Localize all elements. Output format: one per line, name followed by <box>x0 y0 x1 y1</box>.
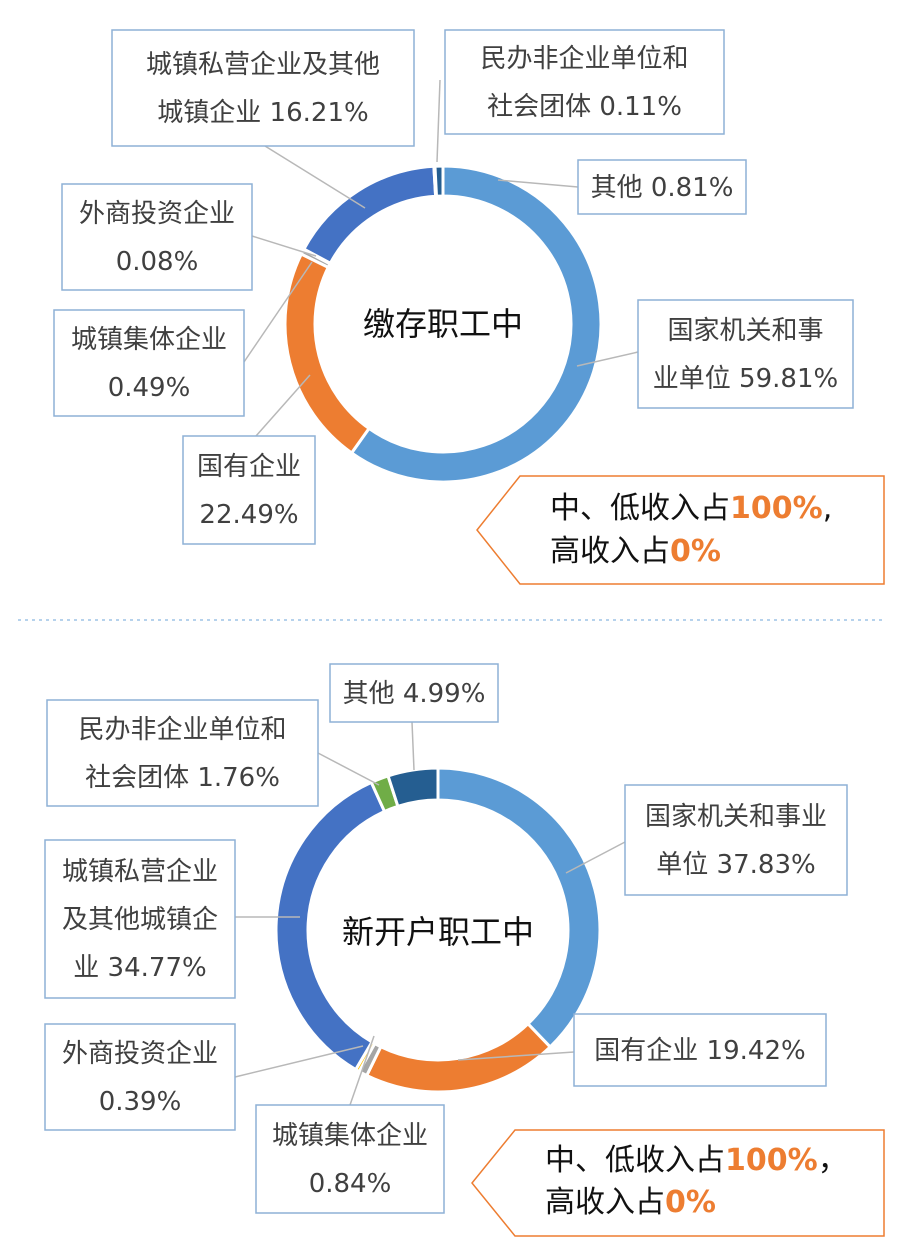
leader-line-1-1 <box>457 1051 575 1061</box>
slice-label: 0.39% <box>99 1087 182 1117</box>
slice-label-box-1-2 <box>255 1104 445 1214</box>
slice-label-box-0-1 <box>182 435 316 545</box>
slice-label: 城镇私营企业及其他 <box>146 50 380 80</box>
callout-value: 0% <box>670 534 721 569</box>
slice-label: 外商投资企业 <box>62 1039 218 1069</box>
callout-text: 中、低收入占 <box>550 491 730 526</box>
slice-label: 22.49% <box>199 500 298 530</box>
leader-line-0-0 <box>576 351 639 367</box>
leader-line-1-5 <box>317 752 380 786</box>
slice-label: 单位 37.83% <box>656 850 815 880</box>
callout-line1-1: 中、低收入占100%， <box>545 1143 848 1178</box>
slice-label-box-1-4 <box>44 839 236 999</box>
slice-label-box-0-6 <box>577 159 747 215</box>
slice-label: 城镇企业 16.21% <box>157 98 368 128</box>
donut-slice-0-6 <box>433 164 445 198</box>
slice-label: 民办非企业单位和 <box>78 715 286 745</box>
slice-label-box-0-0 <box>637 299 854 409</box>
leader-line-0-3 <box>251 235 317 257</box>
slice-label: 国有企业 <box>197 452 301 482</box>
callout-text: 高收入占 <box>550 534 670 569</box>
slice-label-box-1-1 <box>573 1013 827 1087</box>
slice-label: 其他 0.81% <box>591 173 734 203</box>
center-label-0: 缴存职工中 <box>363 305 523 343</box>
leader-line-1-2 <box>349 1035 375 1106</box>
donut-slice-1-1 <box>364 1021 553 1094</box>
slice-label: 业 34.77% <box>73 953 206 983</box>
callout-line2-0: 高收入占0% <box>550 534 721 569</box>
callout-line1-0: 中、低收入占100%, <box>550 491 832 526</box>
slice-label: 0.49% <box>108 373 191 403</box>
callout-line2-1: 高收入占0% <box>545 1185 716 1220</box>
leader-line-0-5 <box>436 79 441 163</box>
slice-label: 国有企业 19.42% <box>594 1036 805 1066</box>
leader-line-1-3 <box>234 1045 364 1078</box>
callout-value: 100% <box>725 1143 818 1178</box>
callout-text: 中、低收入占 <box>545 1143 725 1178</box>
slice-label: 城镇集体企业 <box>272 1121 428 1151</box>
donut-slice-0-4 <box>301 164 438 266</box>
donut-slice-1-6 <box>386 766 440 809</box>
leader-line-1-6 <box>411 721 415 771</box>
slice-label-box-0-3 <box>61 183 253 291</box>
slice-label: 国家机关和事业 <box>645 802 827 832</box>
slice-label: 外商投资企业 <box>79 199 235 229</box>
slice-label: 及其他城镇企 <box>62 905 218 935</box>
donut-slice-1-0 <box>436 766 602 1050</box>
callout-value: 0% <box>665 1185 716 1220</box>
slice-label: 社会团体 0.11% <box>487 92 682 122</box>
slice-label-box-0-4 <box>111 29 415 147</box>
slice-label: 其他 4.99% <box>343 679 486 709</box>
slice-label: 0.84% <box>309 1169 392 1199</box>
callout-value: 100% <box>730 491 823 526</box>
income-callout-0 <box>476 475 885 585</box>
slice-label-box-0-2 <box>53 309 245 417</box>
slice-label: 业单位 59.81% <box>653 364 838 394</box>
center-label-1: 新开户职工中 <box>342 913 534 951</box>
leader-line-1-0 <box>565 841 626 874</box>
income-callout-1 <box>471 1129 885 1237</box>
slice-label: 0.08% <box>116 247 199 277</box>
leader-line-0-1 <box>255 374 311 437</box>
slice-label-box-0-5 <box>444 29 725 135</box>
slice-label: 城镇私营企业 <box>62 857 218 887</box>
leader-line-0-4 <box>264 145 366 209</box>
callout-text: ， <box>818 1143 848 1178</box>
slice-label-box-1-6 <box>329 663 499 723</box>
callout-text: 高收入占 <box>545 1185 665 1220</box>
leader-line-0-2 <box>243 261 313 363</box>
slice-label-box-1-3 <box>44 1023 236 1131</box>
leader-line-0-6 <box>497 179 579 188</box>
slice-label: 国家机关和事 <box>667 316 823 346</box>
slice-label: 城镇集体企业 <box>71 325 227 355</box>
slice-label: 社会团体 1.76% <box>85 763 280 793</box>
slice-label-box-1-5 <box>46 699 319 807</box>
slice-label: 民办非企业单位和 <box>480 44 688 74</box>
donut-slice-0-0 <box>349 164 603 484</box>
slice-label-box-1-0 <box>624 784 848 896</box>
callout-text: , <box>823 491 833 526</box>
